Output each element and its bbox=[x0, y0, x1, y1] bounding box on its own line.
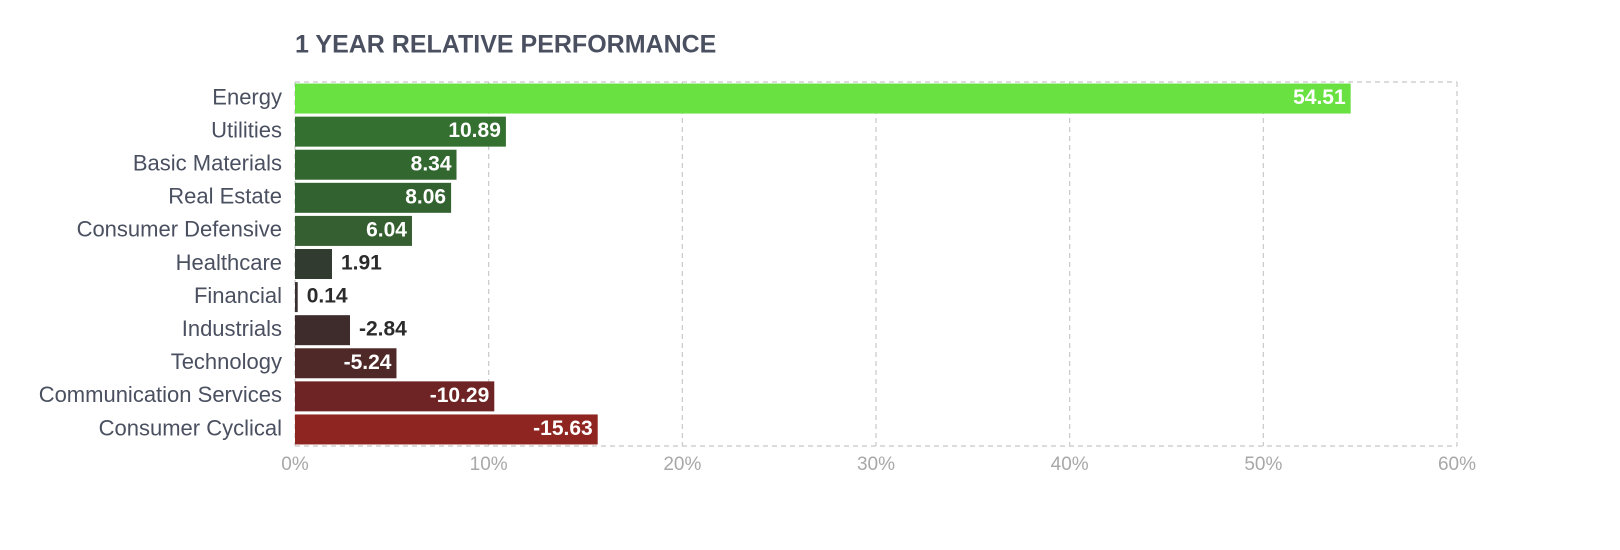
x-tick-label: 20% bbox=[663, 454, 701, 475]
bar bbox=[295, 149, 457, 180]
bar bbox=[295, 414, 598, 445]
category-label: Communication Services bbox=[39, 382, 282, 407]
bar bbox=[295, 282, 298, 313]
value-label: 10.89 bbox=[448, 119, 501, 142]
value-label: 8.06 bbox=[405, 185, 446, 208]
value-label: -10.29 bbox=[430, 384, 490, 407]
value-label: -15.63 bbox=[533, 417, 593, 440]
category-label: Real Estate bbox=[168, 184, 282, 209]
value-label: 0.14 bbox=[307, 285, 348, 308]
category-label: Industrials bbox=[182, 316, 282, 341]
bar bbox=[295, 348, 397, 379]
value-label: 6.04 bbox=[366, 218, 407, 241]
x-tick-label: 0% bbox=[281, 454, 309, 475]
category-label: Technology bbox=[171, 349, 282, 374]
value-label: 1.91 bbox=[341, 252, 382, 275]
category-label: Utilities bbox=[211, 117, 282, 142]
value-label: 54.51 bbox=[1293, 86, 1346, 109]
category-label: Financial bbox=[194, 283, 282, 308]
bar bbox=[295, 249, 332, 279]
x-tick-label: 10% bbox=[470, 454, 508, 475]
category-label: Consumer Cyclical bbox=[99, 415, 282, 440]
x-tick-label: 40% bbox=[1051, 454, 1089, 475]
category-label: Consumer Defensive bbox=[77, 217, 282, 242]
bar bbox=[295, 315, 351, 346]
category-label: Healthcare bbox=[176, 250, 282, 275]
bar bbox=[295, 182, 452, 213]
bar bbox=[295, 116, 506, 147]
x-tick-label: 50% bbox=[1244, 454, 1282, 475]
x-tick-label: 30% bbox=[857, 454, 895, 475]
value-label: -5.24 bbox=[344, 351, 392, 374]
bar bbox=[295, 83, 1351, 114]
bar bbox=[295, 215, 412, 246]
category-label: Energy bbox=[212, 84, 282, 109]
value-label: -2.84 bbox=[359, 318, 407, 341]
category-label: Basic Materials bbox=[133, 151, 282, 176]
chart-title: 1 YEAR RELATIVE PERFORMANCE bbox=[295, 31, 716, 59]
value-label: 8.34 bbox=[411, 152, 452, 175]
x-tick-label: 60% bbox=[1438, 454, 1476, 475]
bar bbox=[295, 381, 495, 412]
